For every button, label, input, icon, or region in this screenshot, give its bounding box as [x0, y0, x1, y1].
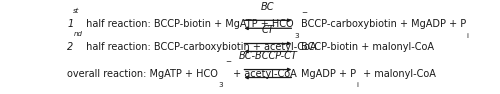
Text: half reaction: BCCP-biotin + MgATP + HCO: half reaction: BCCP-biotin + MgATP + HCO [84, 19, 294, 29]
Text: 3: 3 [294, 33, 298, 39]
Text: 1: 1 [67, 19, 73, 29]
Text: CT: CT [262, 25, 274, 35]
Text: BC: BC [261, 2, 274, 12]
Text: MgADP + P: MgADP + P [301, 69, 356, 78]
Text: half reaction: BCCP-carboxybiotin + acetyl-CoA: half reaction: BCCP-carboxybiotin + acet… [84, 42, 317, 52]
Text: BCCP-biotin + malonyl-CoA: BCCP-biotin + malonyl-CoA [301, 42, 434, 52]
Text: BCCP-carboxybiotin + MgADP + P: BCCP-carboxybiotin + MgADP + P [301, 19, 466, 29]
Text: st: st [74, 8, 80, 14]
Text: i: i [356, 82, 358, 88]
Text: overall reaction: MgATP + HCO: overall reaction: MgATP + HCO [67, 69, 218, 78]
Text: −: − [225, 59, 231, 65]
Text: nd: nd [74, 31, 82, 37]
Text: + acetyl-CoA: + acetyl-CoA [230, 69, 297, 78]
Text: 3: 3 [218, 82, 222, 88]
Text: + malonyl-CoA: + malonyl-CoA [360, 69, 436, 78]
Text: i: i [466, 33, 468, 39]
Text: −: − [301, 10, 307, 16]
Text: 2: 2 [67, 42, 73, 52]
Text: BC-BCCP-CT: BC-BCCP-CT [238, 51, 298, 61]
